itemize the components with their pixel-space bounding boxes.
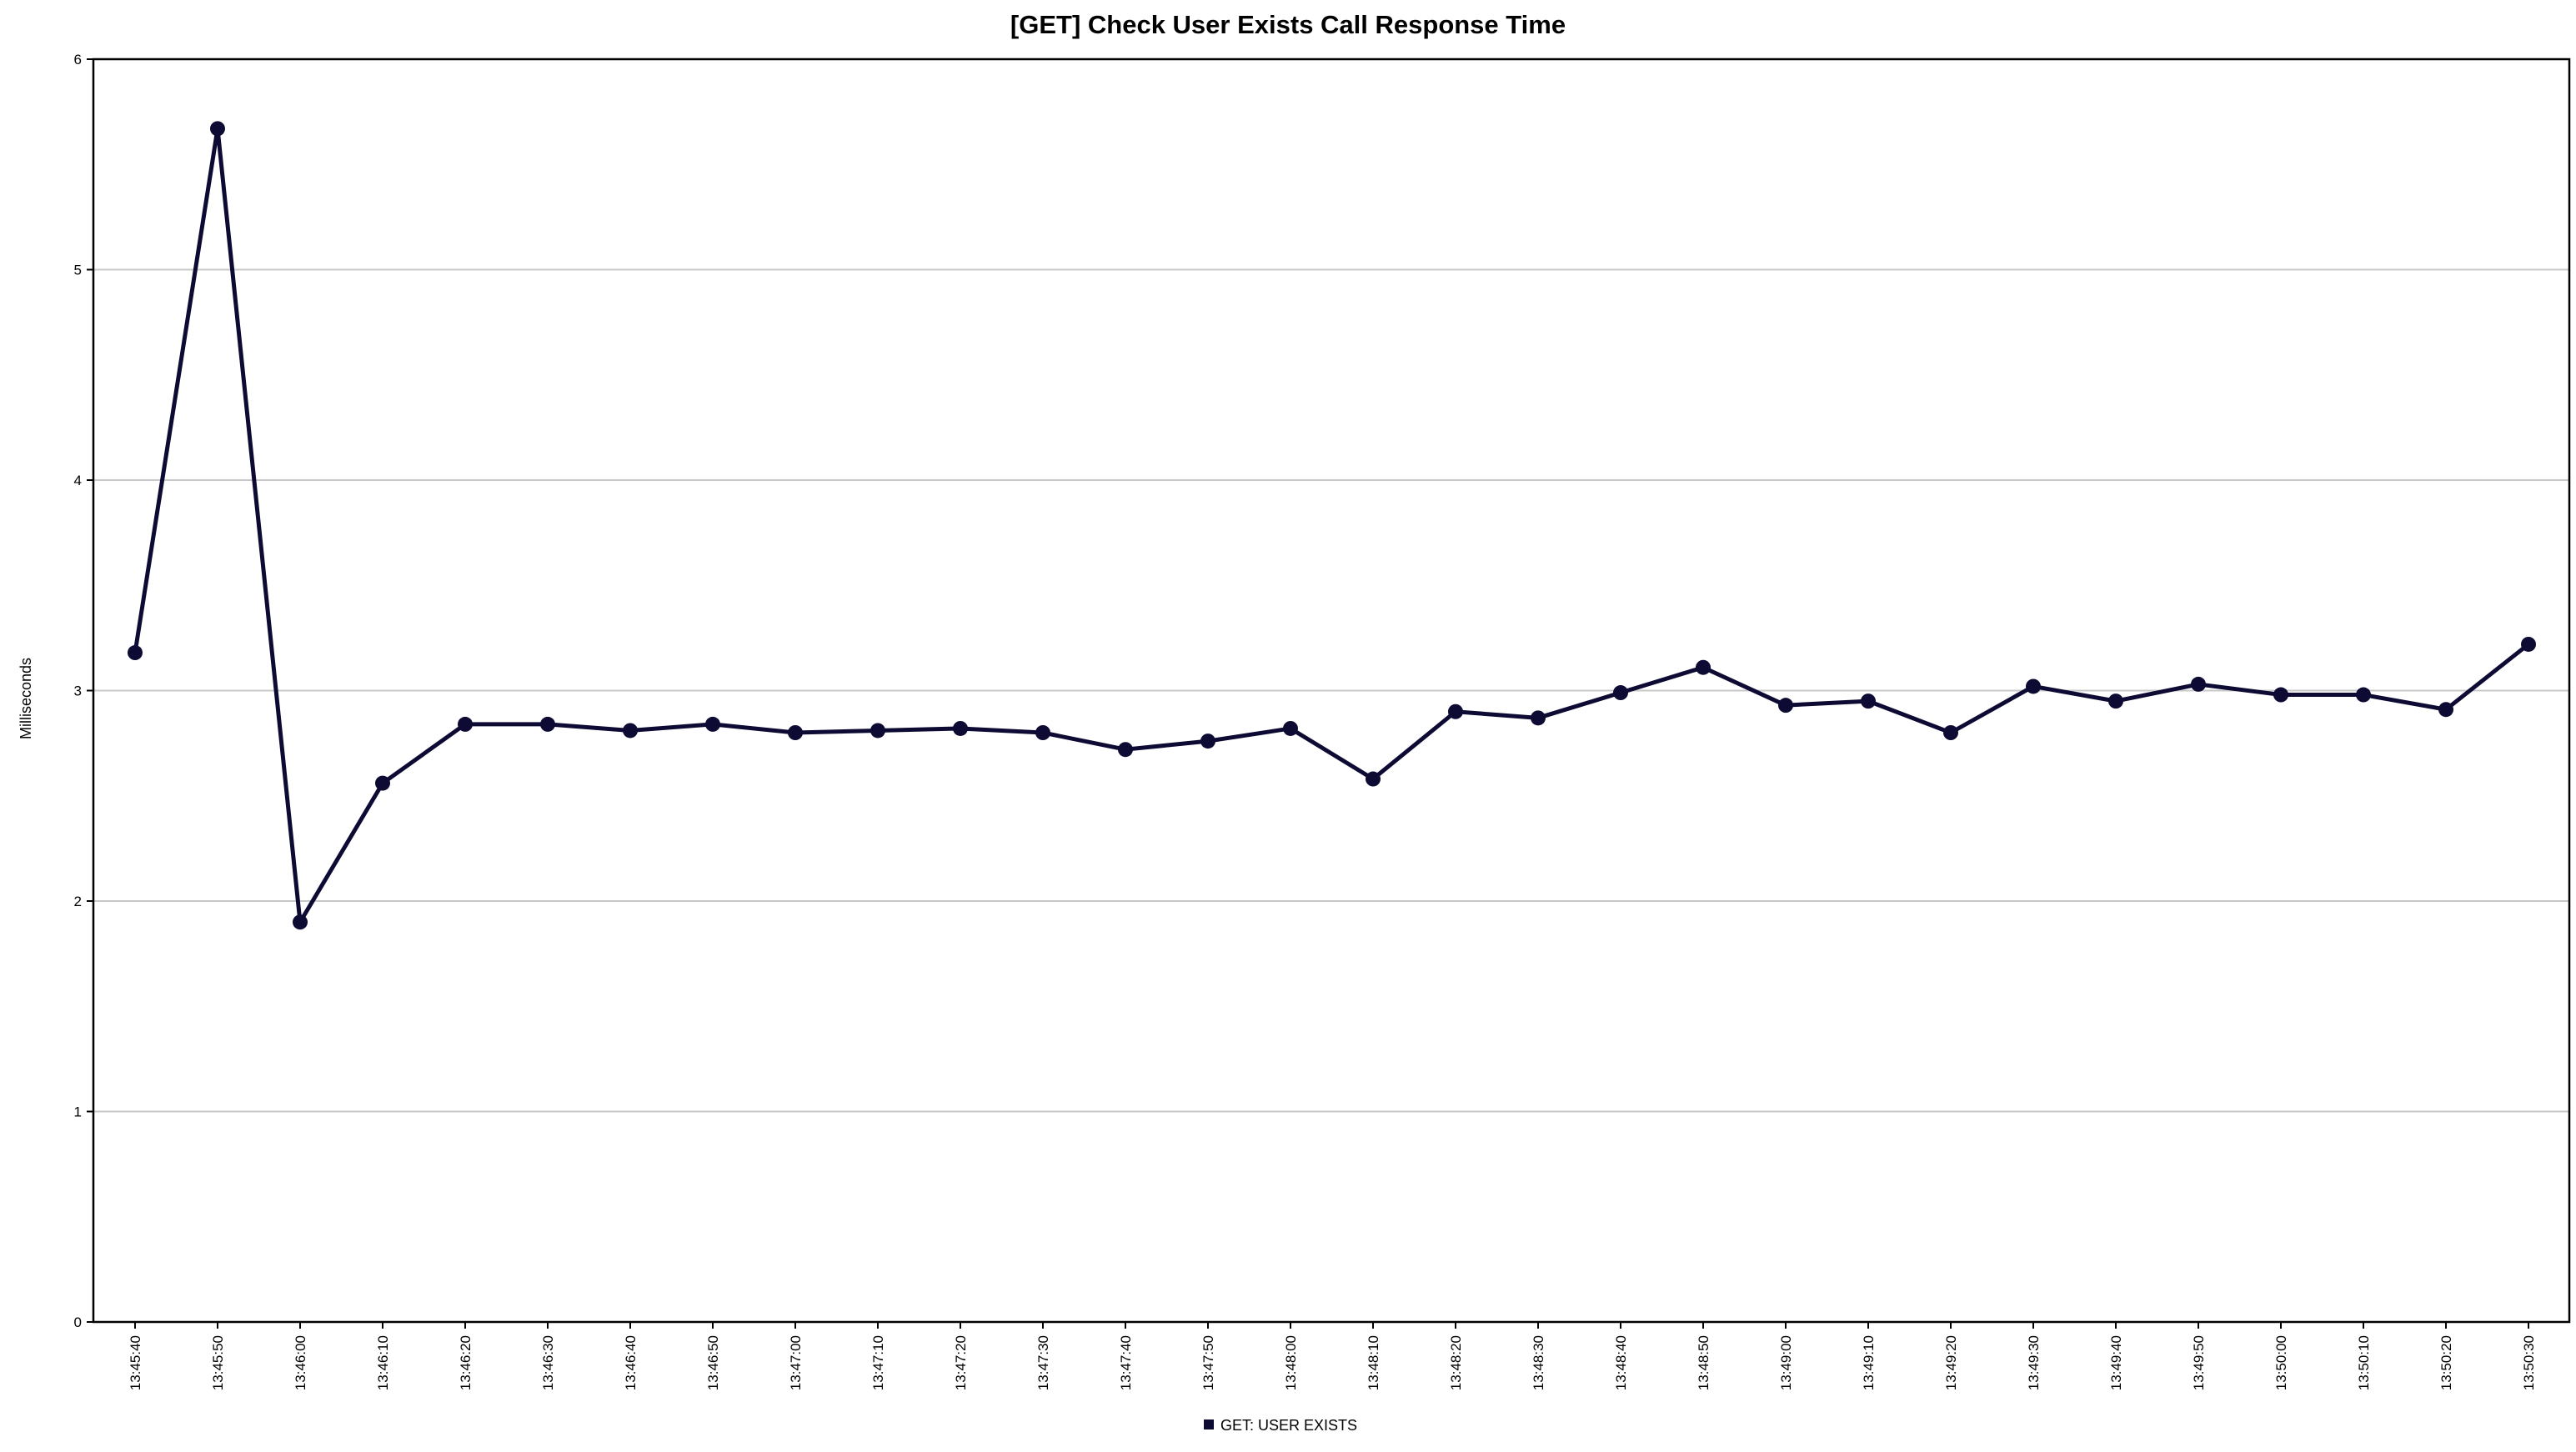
chart-title: [GET] Check User Exists Call Response Ti…	[1010, 10, 1566, 39]
x-tick-label: 13:50:00	[2273, 1335, 2289, 1390]
data-point	[2521, 636, 2536, 652]
plot-frame	[92, 58, 2571, 1324]
y-tick-label: 2	[74, 894, 82, 909]
x-tick-label: 13:49:30	[2026, 1335, 2042, 1390]
data-point	[953, 720, 968, 736]
data-point	[1531, 710, 1546, 726]
data-point	[1283, 720, 1298, 736]
x-tick-label: 13:50:20	[2438, 1335, 2454, 1390]
x-tick-label: 13:49:10	[1861, 1335, 1877, 1390]
data-point	[458, 716, 473, 732]
x-tick-label: 13:46:30	[540, 1335, 556, 1390]
x-tick-label: 13:48:40	[1613, 1335, 1629, 1390]
data-point	[1613, 685, 1628, 701]
data-point	[1943, 725, 1958, 740]
axes	[87, 58, 2571, 1329]
y-tick-label: 6	[74, 52, 82, 68]
x-tick-label: 13:46:40	[623, 1335, 639, 1390]
x-tick-label: 13:49:00	[1778, 1335, 1794, 1390]
y-tick-labels: 0 1 2 3 4 5 6	[74, 52, 82, 1330]
data-point	[623, 723, 638, 739]
data-point	[2438, 702, 2453, 718]
data-point	[2356, 687, 2371, 703]
data-point	[2026, 678, 2041, 694]
data-point	[375, 775, 390, 791]
y-axis-label: Milliseconds	[18, 658, 34, 739]
x-tick-label: 13:46:50	[705, 1335, 721, 1390]
data-point	[210, 121, 225, 137]
data-point	[870, 723, 885, 739]
x-tick-label: 13:47:20	[953, 1335, 969, 1390]
x-tick-label: 13:47:30	[1035, 1335, 1051, 1390]
y-tick-label: 4	[74, 473, 82, 488]
x-tick-label: 13:46:00	[293, 1335, 308, 1390]
x-tick-label: 13:45:50	[210, 1335, 226, 1390]
x-tick-label: 13:45:40	[128, 1335, 143, 1390]
data-point	[2108, 693, 2123, 709]
series-layer	[128, 121, 2536, 930]
x-tick-label: 13:47:00	[788, 1335, 804, 1390]
data-point	[1778, 698, 1793, 713]
x-tick-label: 13:48:00	[1283, 1335, 1299, 1390]
x-tick-label: 13:49:20	[1943, 1335, 1959, 1390]
x-tick-label: 13:46:20	[458, 1335, 474, 1390]
data-point	[128, 645, 143, 661]
data-point	[1118, 742, 1133, 758]
data-point	[1035, 725, 1050, 740]
x-tick-label: 13:48:20	[1448, 1335, 1464, 1390]
x-tick-label: 13:50:30	[2521, 1335, 2537, 1390]
x-tick-label: 13:46:10	[375, 1335, 391, 1390]
data-point	[788, 725, 803, 740]
legend-label: GET: USER EXISTS	[1220, 1417, 1357, 1434]
y-tick-label: 0	[74, 1314, 82, 1330]
data-point	[540, 716, 555, 732]
x-tick-label: 13:48:50	[1696, 1335, 1711, 1390]
y-tick-label: 3	[74, 683, 82, 699]
data-point	[1366, 771, 1381, 787]
x-tick-label: 13:47:10	[870, 1335, 886, 1390]
x-tick-label: 13:47:40	[1118, 1335, 1134, 1390]
data-point	[1696, 659, 1711, 675]
y-tick-label: 1	[74, 1104, 82, 1120]
legend-swatch	[1204, 1419, 1214, 1429]
x-tick-label: 13:48:10	[1366, 1335, 1381, 1390]
data-point	[1861, 693, 1876, 709]
y-tick-label: 5	[74, 263, 82, 278]
data-point	[1448, 703, 1463, 719]
data-point	[1200, 734, 1215, 749]
series-line	[133, 126, 2530, 924]
legend: GET: USER EXISTS	[1204, 1417, 1357, 1434]
x-tick-label: 13:48:30	[1531, 1335, 1546, 1390]
data-point	[293, 914, 308, 930]
gridlines	[93, 268, 2569, 1113]
data-point	[2191, 676, 2206, 692]
data-point	[2273, 687, 2288, 703]
x-tick-label: 13:50:10	[2356, 1335, 2372, 1390]
x-tick-label: 13:49:40	[2108, 1335, 2124, 1390]
x-tick-labels: 13:45:40 13:45:50 13:46:00 13:46:10 13:46:20…	[128, 1335, 2537, 1390]
x-tick-label: 13:49:50	[2191, 1335, 2207, 1390]
x-tick-label: 13:47:50	[1200, 1335, 1216, 1390]
data-point	[705, 716, 720, 732]
